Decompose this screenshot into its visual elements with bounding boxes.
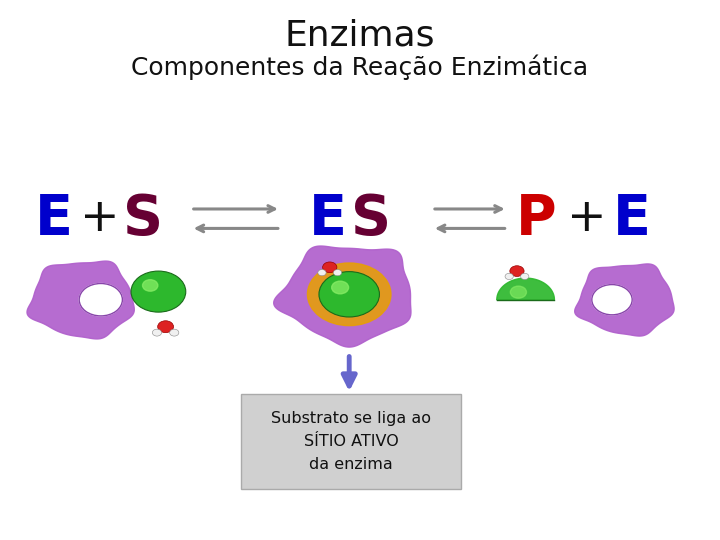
Circle shape — [318, 269, 326, 276]
Text: S: S — [351, 192, 391, 246]
Text: Substrato se liga ao
SÍTIO ATIVO
da enzima: Substrato se liga ao SÍTIO ATIVO da enzi… — [271, 411, 431, 472]
Circle shape — [332, 281, 348, 294]
Circle shape — [319, 272, 379, 317]
Polygon shape — [575, 264, 674, 336]
FancyBboxPatch shape — [241, 394, 461, 489]
Text: Componentes da Reação Enzimática: Componentes da Reação Enzimática — [132, 55, 588, 80]
Circle shape — [592, 285, 632, 315]
Polygon shape — [274, 246, 411, 347]
Circle shape — [510, 286, 526, 298]
Text: Enzimas: Enzimas — [284, 18, 436, 52]
Text: +: + — [567, 196, 607, 241]
Circle shape — [307, 263, 391, 326]
Text: +: + — [79, 196, 120, 241]
Text: S: S — [122, 192, 163, 246]
Text: E: E — [35, 192, 73, 246]
Circle shape — [333, 269, 342, 276]
Polygon shape — [497, 278, 554, 300]
Circle shape — [153, 329, 161, 336]
Circle shape — [521, 273, 529, 280]
Circle shape — [510, 266, 524, 276]
Circle shape — [158, 321, 174, 333]
Circle shape — [143, 280, 158, 291]
Circle shape — [131, 271, 186, 312]
Text: E: E — [309, 192, 346, 246]
Circle shape — [505, 273, 513, 280]
Text: E: E — [613, 192, 651, 246]
Polygon shape — [27, 261, 135, 339]
Circle shape — [170, 329, 179, 336]
Circle shape — [79, 284, 122, 316]
Circle shape — [323, 262, 337, 273]
Text: P: P — [516, 192, 557, 246]
